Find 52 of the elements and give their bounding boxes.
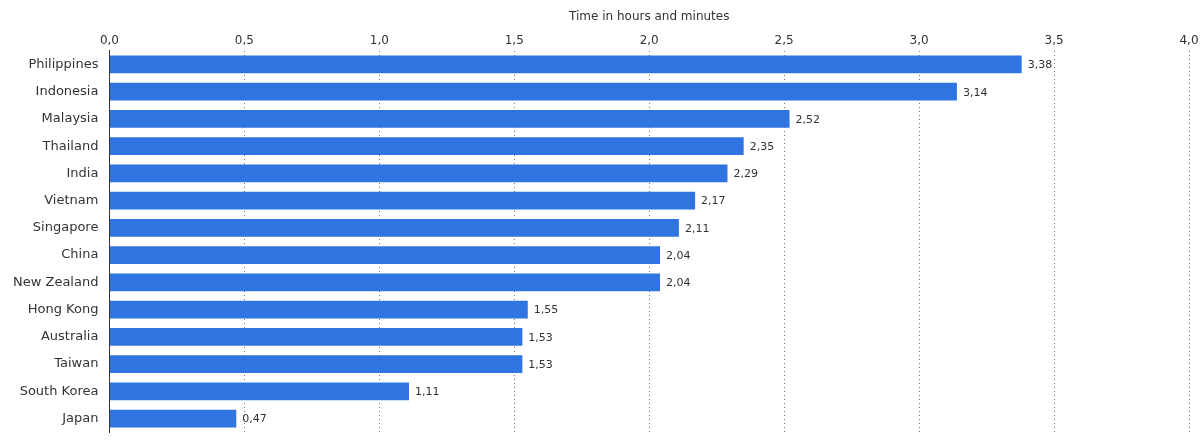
y-tick-label: New Zealand — [12, 273, 99, 289]
bar — [109, 355, 523, 373]
bar — [109, 328, 523, 346]
bar — [109, 82, 957, 101]
data-label: 2,11 — [684, 221, 710, 235]
x-tick-label: 3,5 — [1044, 32, 1064, 47]
data-label: 1,53 — [528, 330, 553, 344]
y-tick-label: Vietnam — [44, 192, 99, 208]
y-tick-label: Singapore — [32, 219, 99, 235]
data-label: 2,52 — [795, 112, 821, 126]
y-tick-label: Malaysia — [41, 110, 99, 126]
data-label: 2,04 — [666, 276, 691, 290]
bar — [109, 409, 237, 428]
bar — [109, 164, 728, 183]
bar — [109, 55, 1022, 74]
x-axis-title: Time in hours and minutes — [567, 9, 730, 24]
data-label: 1,55 — [533, 303, 559, 317]
data-label: 2,04 — [666, 248, 691, 262]
data-label: 0,47 — [242, 412, 267, 426]
x-tick-label: 2,5 — [774, 32, 794, 47]
y-tick-label: Philippines — [28, 55, 99, 71]
y-tick-label: India — [66, 164, 99, 180]
x-tick-label: 2,0 — [639, 32, 659, 47]
x-tick-label: 0,5 — [234, 32, 254, 47]
bar — [109, 300, 528, 319]
y-tick-label: Australia — [40, 328, 99, 344]
x-tick-label: 0,0 — [99, 32, 119, 47]
data-label: 2,17 — [701, 194, 726, 208]
y-tick-label: Thailand — [41, 137, 99, 153]
y-tick-label: Indonesia — [35, 83, 99, 99]
x-tick-label: 3,0 — [909, 32, 929, 47]
x-tick-label: 4,0 — [1179, 32, 1199, 47]
bar — [109, 137, 744, 155]
bar — [109, 219, 679, 237]
y-tick-label: Hong Kong — [27, 300, 99, 316]
data-label: 2,35 — [749, 140, 775, 154]
data-label: 2,29 — [733, 167, 758, 181]
data-label: 1,53 — [528, 357, 553, 371]
y-tick-label: Taiwan — [53, 355, 99, 371]
y-tick-label: China — [61, 246, 99, 262]
bar — [109, 246, 661, 264]
bar — [109, 110, 790, 128]
y-tick-label: South Korea — [19, 382, 99, 398]
data-label: 3,38 — [1027, 58, 1053, 72]
bar — [109, 382, 410, 401]
x-tick-label: 1,0 — [369, 32, 389, 47]
y-tick-label: Japan — [61, 409, 99, 425]
bar — [109, 273, 661, 292]
bar — [109, 191, 696, 210]
data-label: 3,14 — [962, 85, 988, 99]
data-label: 1,11 — [415, 385, 440, 399]
x-tick-label: 1,5 — [504, 32, 524, 47]
